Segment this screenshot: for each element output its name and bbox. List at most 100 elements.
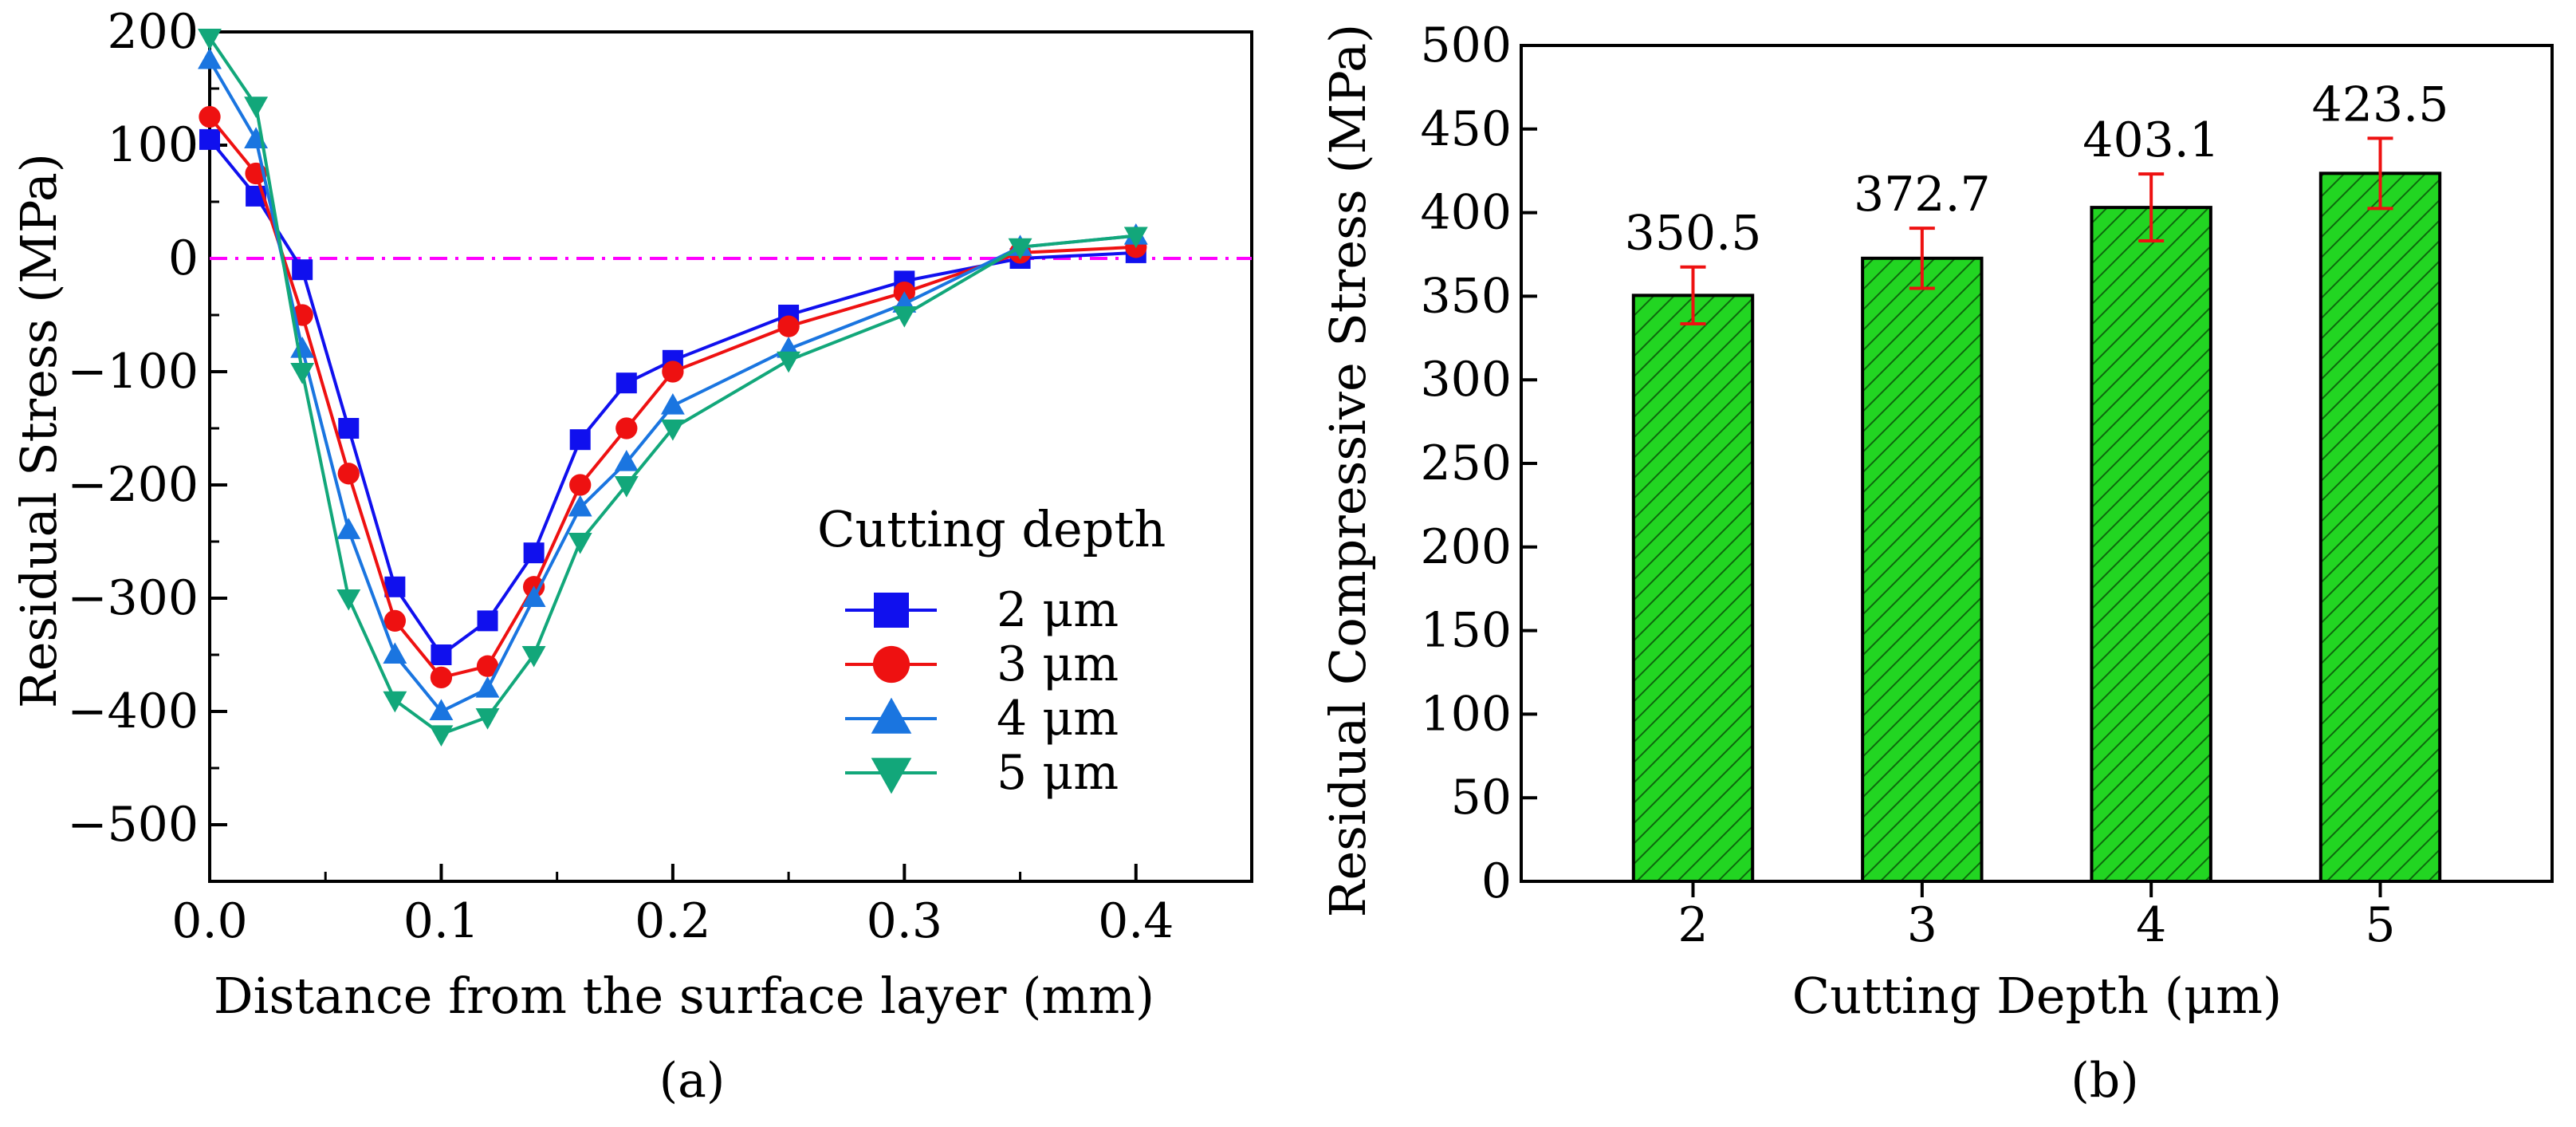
legend-marker bbox=[871, 758, 912, 794]
data-point bbox=[198, 29, 222, 50]
y-tick-label: 100 bbox=[1420, 686, 1512, 742]
y-tick-label: 500 bbox=[1420, 18, 1512, 73]
legend-marker bbox=[872, 645, 910, 684]
data-point bbox=[614, 475, 639, 498]
data-point bbox=[777, 351, 801, 373]
data-point bbox=[430, 666, 453, 689]
x-tick-label: 0.3 bbox=[867, 893, 942, 949]
data-point bbox=[244, 97, 269, 118]
y-tick-label: 50 bbox=[1451, 770, 1512, 826]
data-point bbox=[662, 361, 684, 383]
x-axis-label: Distance from the surface layer (mm) bbox=[214, 967, 1154, 1025]
bar bbox=[2318, 171, 2442, 883]
x-tick-label: 5 bbox=[2365, 897, 2395, 953]
y-tick-label: 150 bbox=[1420, 603, 1512, 659]
x-axis-label: Cutting Depth (μm) bbox=[1792, 967, 2282, 1025]
data-point bbox=[569, 474, 592, 496]
y-tick-labels: 0 50 100 150 200 250 300 350 400 450 500 bbox=[1420, 18, 1512, 909]
data-point bbox=[429, 725, 454, 747]
bar bbox=[1861, 256, 1984, 883]
bar-value-label: 423.5 bbox=[2312, 77, 2449, 132]
x-tick-labels: 0.0 0.1 0.2 0.3 0.4 bbox=[171, 893, 1174, 949]
data-point bbox=[199, 105, 221, 128]
legend-title: Cutting depth bbox=[817, 500, 1166, 558]
data-point bbox=[777, 315, 800, 337]
data-point bbox=[292, 259, 313, 281]
panel-label-a: (a) bbox=[659, 1053, 726, 1109]
series-1 bbox=[199, 128, 1146, 665]
data-point bbox=[892, 305, 917, 328]
error-bar bbox=[2367, 136, 2393, 211]
legend-marker bbox=[871, 697, 912, 734]
bar bbox=[1631, 294, 1755, 883]
data-point bbox=[336, 518, 361, 539]
data-point bbox=[568, 532, 592, 554]
data-point bbox=[383, 609, 407, 632]
plot-frame bbox=[208, 30, 1253, 883]
data-point bbox=[1008, 238, 1032, 260]
error-bar bbox=[1909, 227, 1935, 290]
data-point bbox=[660, 419, 685, 441]
legend: Cutting depth 2 μm3 μm4 μm5 μm bbox=[817, 500, 1166, 801]
data-point bbox=[383, 691, 407, 713]
y-tick-label: −500 bbox=[67, 797, 199, 853]
y-tick-labels: 200 100 0 −100 −200 −300 −400 −500 bbox=[67, 4, 199, 853]
y-tick-label: 350 bbox=[1420, 268, 1512, 324]
y-tick-label: 250 bbox=[1420, 435, 1512, 491]
x-tick-label: 0.4 bbox=[1098, 893, 1174, 949]
y-axis-label: Residual Stress (MPa) bbox=[10, 153, 68, 708]
data-point bbox=[521, 585, 546, 608]
axis-ticks bbox=[1521, 44, 2382, 897]
data-point bbox=[198, 47, 222, 69]
y-tick-label: −300 bbox=[67, 570, 199, 626]
data-point bbox=[615, 417, 638, 439]
y-tick-label: 400 bbox=[1420, 185, 1512, 241]
data-point bbox=[383, 642, 407, 664]
y-tick-label: −100 bbox=[67, 344, 199, 400]
data-point bbox=[290, 362, 315, 384]
data-point bbox=[1123, 227, 1148, 249]
x-tick-labels: 2 3 4 5 bbox=[1677, 897, 2395, 953]
data-point bbox=[336, 589, 361, 611]
data-point bbox=[429, 699, 454, 721]
bar-value-label: 350.5 bbox=[1625, 206, 1762, 262]
data-point bbox=[568, 495, 592, 517]
bar-chart-panel: 350.5 372.7 403.1 423.5 2 3 4 5 0 50 100 150 200 25… bbox=[1319, 18, 2554, 1109]
bars-group: 350.5 372.7 403.1 423.5 bbox=[1625, 77, 2449, 883]
data-point bbox=[523, 542, 545, 564]
y-tick-label: 450 bbox=[1420, 101, 1512, 157]
y-tick-label: −400 bbox=[67, 684, 199, 739]
y-axis-label: Residual Compressive Stress (MPa) bbox=[1319, 24, 1377, 917]
data-point bbox=[569, 429, 591, 451]
data-point bbox=[199, 128, 220, 150]
data-point bbox=[475, 676, 500, 698]
x-tick-label: 4 bbox=[2136, 897, 2166, 953]
data-point bbox=[521, 645, 546, 668]
y-tick-label: −200 bbox=[67, 457, 199, 513]
legend-marker bbox=[874, 593, 909, 628]
data-point bbox=[290, 337, 315, 358]
legend-label: 4 μm bbox=[997, 691, 1119, 747]
series-group bbox=[198, 29, 1148, 747]
data-point bbox=[431, 644, 452, 665]
x-tick-label: 0.2 bbox=[635, 893, 710, 949]
y-tick-label: 200 bbox=[107, 4, 199, 60]
bar-value-label: 372.7 bbox=[1854, 167, 1991, 223]
data-point bbox=[615, 372, 637, 394]
x-tick-label: 0.1 bbox=[403, 893, 479, 949]
panel-label-b: (b) bbox=[2071, 1053, 2138, 1109]
y-tick-label: 0 bbox=[168, 231, 199, 286]
legend-label: 3 μm bbox=[997, 636, 1119, 692]
x-tick-label: 3 bbox=[1907, 897, 1937, 953]
data-point bbox=[337, 463, 360, 485]
x-tick-label: 0.0 bbox=[171, 893, 247, 949]
data-point bbox=[476, 655, 499, 677]
legend-label: 5 μm bbox=[997, 745, 1119, 801]
y-tick-label: 100 bbox=[107, 117, 199, 173]
error-bar bbox=[2138, 172, 2165, 243]
y-tick-label: 300 bbox=[1420, 352, 1512, 408]
series-4 bbox=[198, 29, 1148, 747]
error-bar bbox=[1680, 265, 1706, 325]
data-point bbox=[614, 450, 639, 471]
